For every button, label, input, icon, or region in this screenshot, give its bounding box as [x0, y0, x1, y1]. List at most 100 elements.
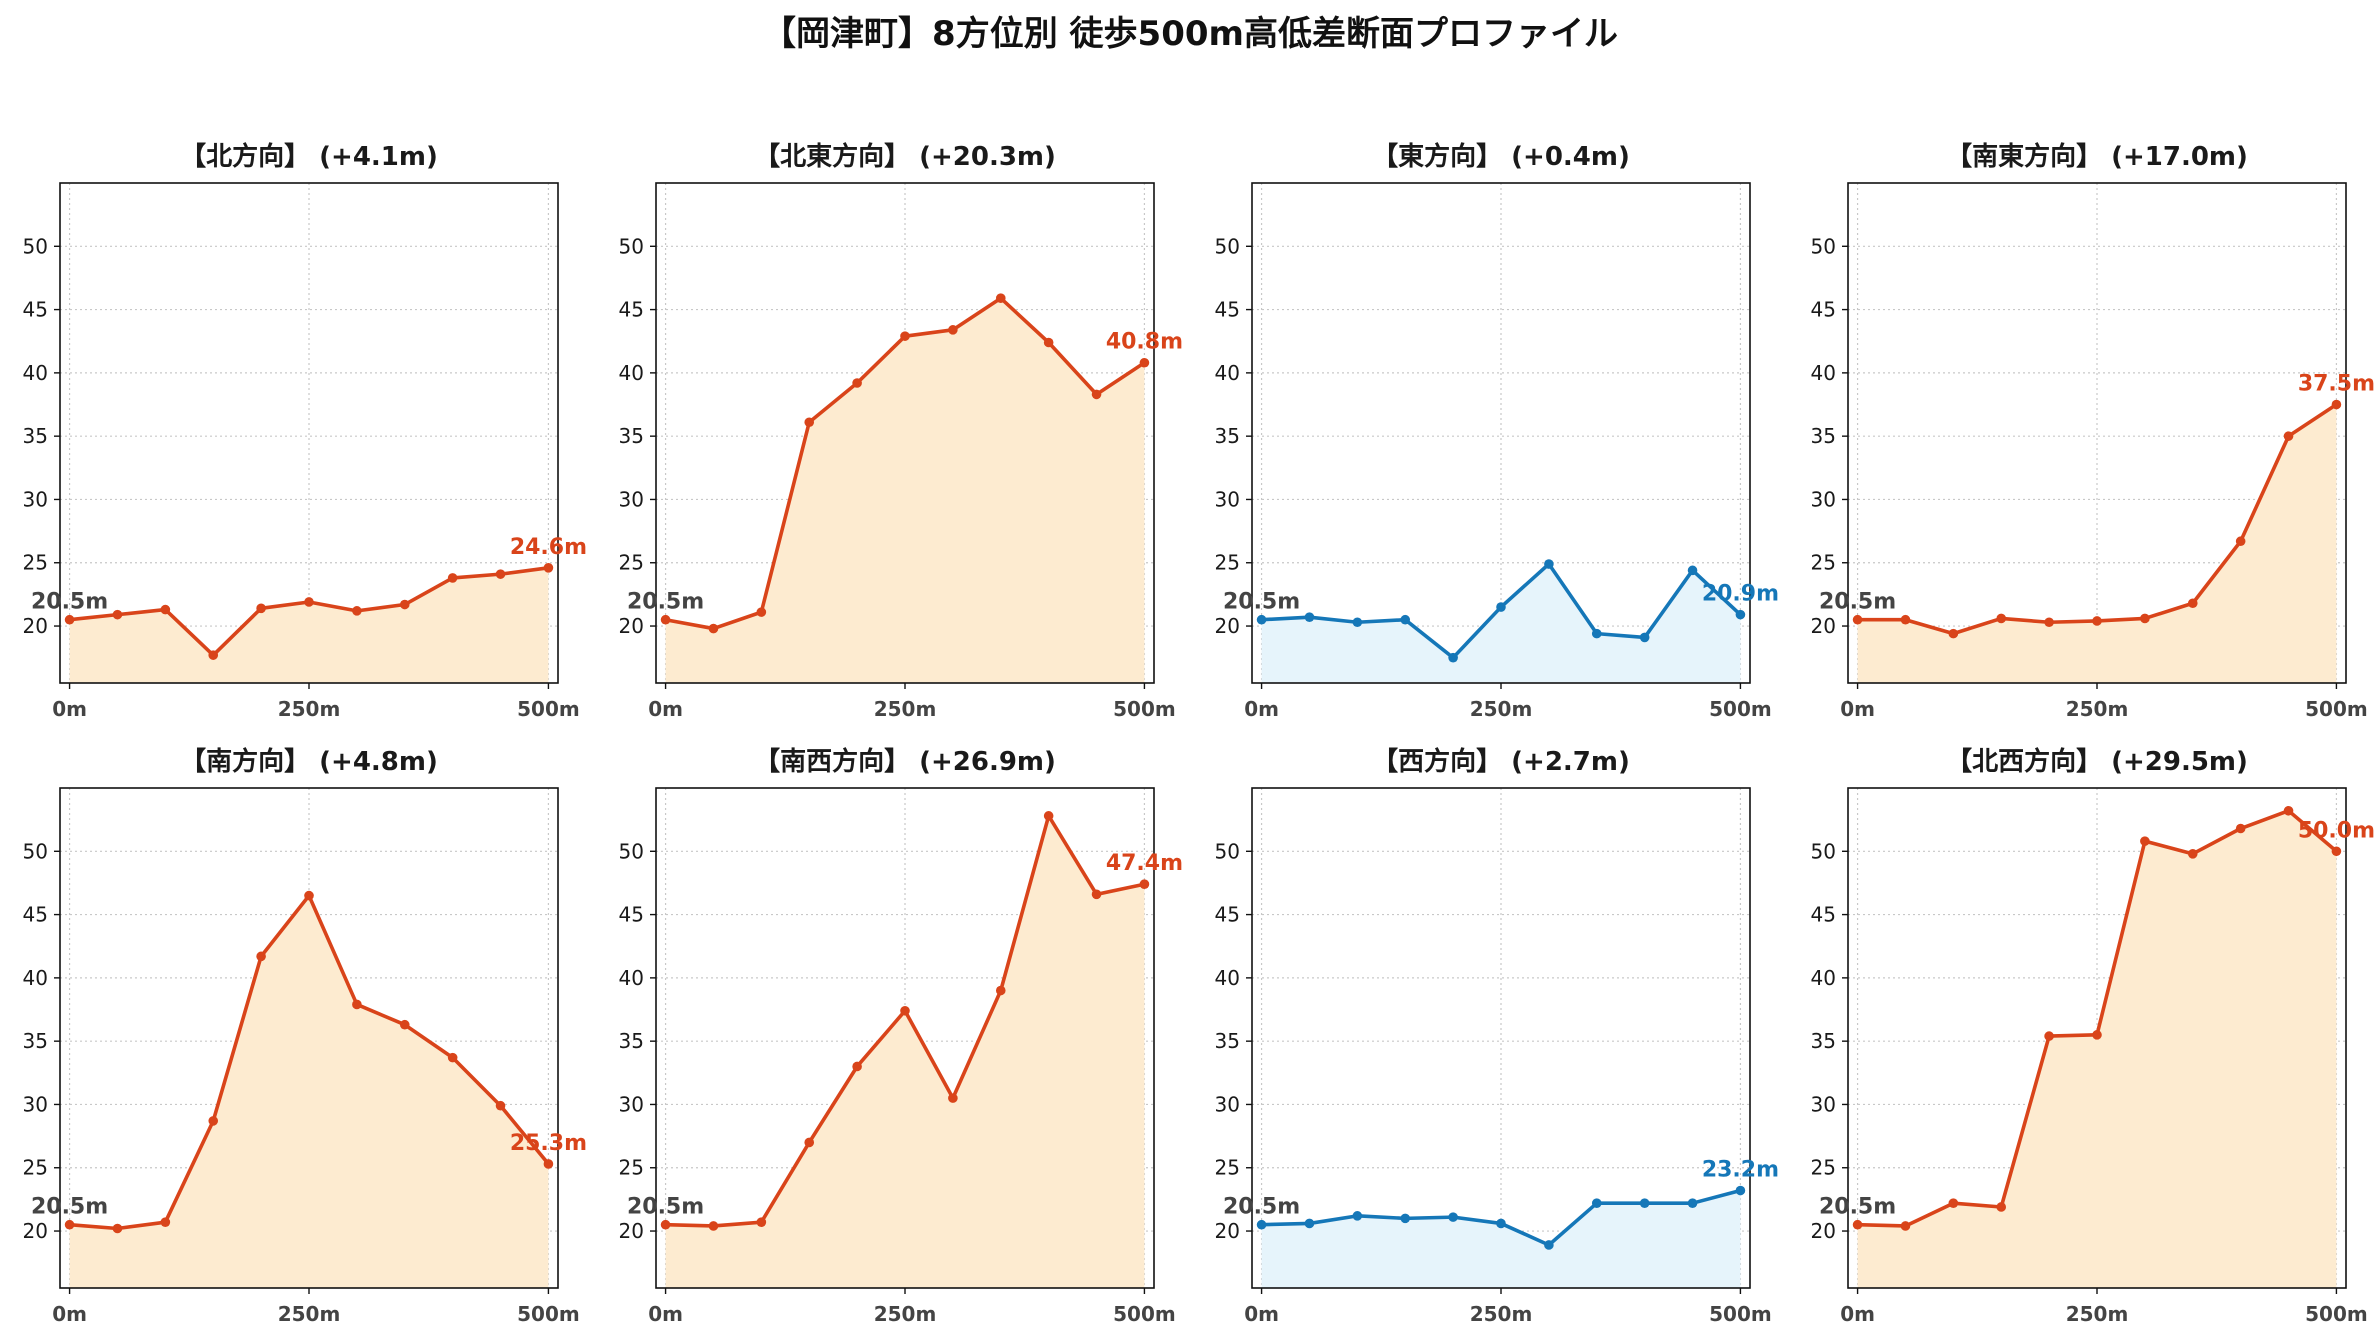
x-tick-label: 500m [1709, 697, 1772, 721]
data-point [852, 1061, 862, 1072]
y-tick-label: 20 [1811, 1219, 1836, 1243]
y-tick-label: 30 [1215, 487, 1240, 511]
data-point [495, 1100, 506, 1111]
y-tick-label: 35 [1811, 1029, 1836, 1053]
x-tick-label: 250m [874, 1302, 937, 1326]
start-elevation-label: 20.5m [1223, 590, 1300, 615]
subplot-title: 【南方向】 (+4.8m) [180, 746, 438, 777]
data-point [1139, 879, 1150, 890]
data-point [852, 378, 862, 388]
y-tick-label: 35 [1215, 424, 1240, 448]
start-elevation-label: 20.5m [1819, 1195, 1896, 1220]
data-point [1043, 811, 1054, 821]
data-point [995, 293, 1006, 303]
data-point [756, 607, 767, 617]
start-elevation-label: 20.5m [31, 590, 108, 615]
data-point [1852, 1219, 1863, 1230]
y-tick-label: 25 [1811, 551, 1836, 575]
data-point [1448, 652, 1458, 663]
subplot-title: 【西方向】 (+2.7m) [1372, 746, 1630, 777]
end-elevation-label: 50.0m [2298, 818, 2375, 843]
y-tick-label: 50 [23, 234, 48, 258]
y-tick-label: 40 [619, 361, 644, 385]
figure-title: 【岡津町】8方位別 徒歩500m高低差断面プロファイル [762, 14, 1618, 54]
data-point [256, 603, 266, 614]
y-tick-label: 45 [619, 298, 644, 322]
data-point [1043, 337, 1054, 348]
x-tick-label: 500m [517, 697, 580, 721]
data-point [1900, 1221, 1911, 1231]
start-elevation-label: 20.5m [627, 590, 704, 615]
y-tick-label: 50 [23, 839, 48, 863]
data-point [1687, 565, 1698, 576]
data-point [2187, 849, 2198, 859]
end-elevation-label: 24.6m [510, 535, 587, 560]
data-point [304, 890, 314, 901]
x-tick-label: 500m [2305, 697, 2368, 721]
x-tick-label: 0m [52, 697, 87, 721]
subplot-title: 【南西方向】 (+26.9m) [754, 746, 1056, 777]
profile-fill-area [1857, 404, 2337, 683]
end-elevation-label: 37.5m [2298, 372, 2375, 397]
x-tick-label: 500m [1709, 1302, 1772, 1326]
start-elevation-label: 20.5m [1223, 1195, 1300, 1220]
x-tick-label: 250m [1470, 697, 1533, 721]
data-point [352, 999, 362, 1010]
data-point [2044, 1031, 2054, 1041]
data-point [208, 650, 219, 660]
data-point [2283, 431, 2294, 441]
data-point [900, 331, 910, 341]
data-point [2235, 536, 2246, 547]
y-tick-label: 20 [619, 1219, 644, 1243]
y-tick-label: 35 [619, 424, 644, 448]
data-point [1948, 628, 1959, 639]
y-tick-label: 30 [1215, 1092, 1240, 1116]
data-point [304, 597, 314, 607]
data-point [1448, 1212, 1458, 1222]
subplot-title: 【東方向】 (+0.4m) [1372, 141, 1630, 172]
y-tick-label: 50 [1215, 839, 1240, 863]
y-tick-label: 40 [23, 966, 48, 990]
data-point [2283, 805, 2294, 816]
y-tick-label: 30 [1811, 487, 1836, 511]
end-elevation-label: 20.9m [1702, 582, 1779, 607]
data-point [1496, 1218, 1506, 1229]
x-tick-label: 0m [52, 1302, 87, 1326]
y-tick-label: 50 [1811, 839, 1836, 863]
x-tick-label: 500m [1113, 697, 1176, 721]
data-point [1852, 614, 1863, 625]
y-tick-label: 20 [619, 614, 644, 638]
data-point [708, 1221, 719, 1231]
y-tick-label: 45 [1215, 903, 1240, 927]
data-point [2140, 613, 2150, 624]
data-point [948, 1093, 958, 1103]
data-point [447, 1052, 458, 1063]
y-tick-label: 45 [619, 903, 644, 927]
y-tick-label: 30 [1811, 1092, 1836, 1116]
data-point [2331, 399, 2342, 410]
data-point [1639, 632, 1650, 643]
data-point [112, 609, 123, 620]
y-tick-label: 45 [1811, 298, 1836, 322]
end-elevation-label: 40.8m [1106, 330, 1183, 355]
y-tick-label: 25 [619, 551, 644, 575]
y-tick-label: 40 [1215, 361, 1240, 385]
y-tick-label: 20 [23, 1219, 48, 1243]
x-tick-label: 500m [1113, 1302, 1176, 1326]
y-tick-label: 30 [23, 487, 48, 511]
data-point [495, 569, 506, 579]
data-point [1735, 1185, 1746, 1196]
data-point [660, 614, 671, 625]
y-tick-label: 35 [619, 1029, 644, 1053]
x-tick-label: 500m [2305, 1302, 2368, 1326]
x-tick-label: 0m [648, 697, 683, 721]
subplot-title: 【南東方向】 (+17.0m) [1946, 141, 2248, 172]
subplot-title: 【北東方向】 (+20.3m) [754, 141, 1056, 172]
data-point [2092, 616, 2102, 626]
start-elevation-label: 20.5m [1819, 590, 1896, 615]
data-point [160, 1217, 171, 1227]
data-point [804, 417, 815, 428]
